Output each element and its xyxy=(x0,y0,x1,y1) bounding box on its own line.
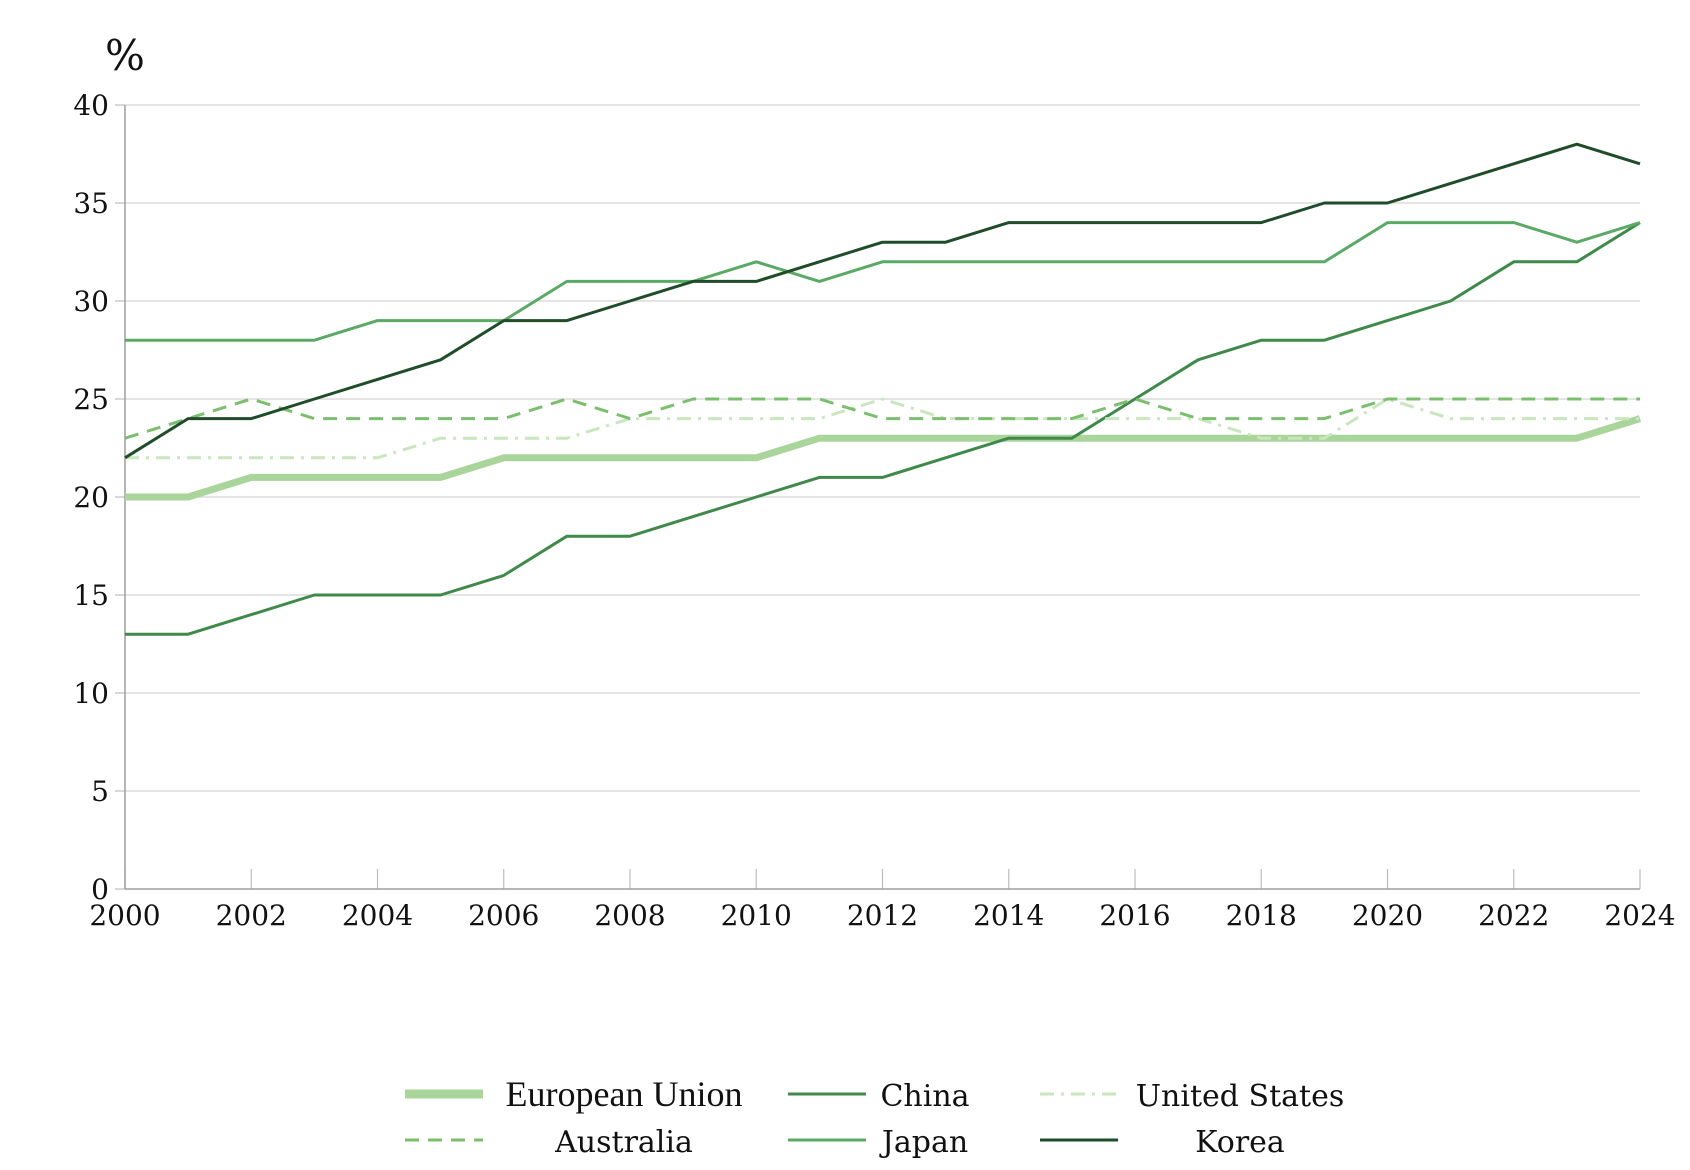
legend-label-japan: Japan xyxy=(879,1125,968,1160)
legend-label-australia: Australia xyxy=(554,1125,693,1160)
y-tick-label: 40 xyxy=(73,89,109,122)
y-tick-label: 5 xyxy=(91,775,109,808)
legend-label-united-states: United States xyxy=(1136,1079,1344,1114)
y-axis-unit-label: % xyxy=(105,31,145,80)
legend: European Union China United States Australi… xyxy=(405,1074,1344,1160)
x-tick-label: 2020 xyxy=(1352,899,1423,932)
series-line-european-union xyxy=(125,415,1642,501)
x-tick-label: 2010 xyxy=(721,899,792,932)
series-line-china xyxy=(125,221,1641,636)
grid-lines xyxy=(125,104,1640,792)
axes: 0 5 10 15 20 25 30 35 40 2000 2002 2004 2006 2008 2010… xyxy=(73,89,1675,932)
x-tick-label: 2004 xyxy=(342,899,413,932)
series-line-japan xyxy=(125,221,1641,342)
series-line-australia xyxy=(124,397,1640,440)
x-tick-label: 2006 xyxy=(468,899,539,932)
x-tick-label: 2008 xyxy=(594,899,665,932)
series-lines xyxy=(124,142,1642,636)
y-tick-label: 35 xyxy=(73,187,109,220)
x-tick-label: 2000 xyxy=(89,899,160,932)
y-tick-label: 25 xyxy=(73,383,109,416)
x-tick-label: 2014 xyxy=(973,899,1044,932)
series-line-korea xyxy=(124,142,1641,460)
y-tick-label: 15 xyxy=(73,579,109,612)
y-tick-label: 10 xyxy=(73,677,109,710)
series-line-united-states xyxy=(125,397,1640,460)
x-tick-label: 2022 xyxy=(1478,899,1549,932)
y-tick-label: 30 xyxy=(73,285,109,318)
legend-label-korea: Korea xyxy=(1195,1125,1285,1160)
x-tick-label: 2002 xyxy=(216,899,287,932)
y-tick-label: 20 xyxy=(73,481,109,514)
legend-label-european-union: European Union xyxy=(506,1074,743,1114)
x-tick-label: 2024 xyxy=(1604,899,1675,932)
x-tick-label: 2018 xyxy=(1226,899,1297,932)
y-tick-label: 0 xyxy=(91,873,109,906)
x-tick-label: 2012 xyxy=(847,899,918,932)
legend-label-china: China xyxy=(880,1079,969,1114)
x-tick-label: 2016 xyxy=(1099,899,1170,932)
